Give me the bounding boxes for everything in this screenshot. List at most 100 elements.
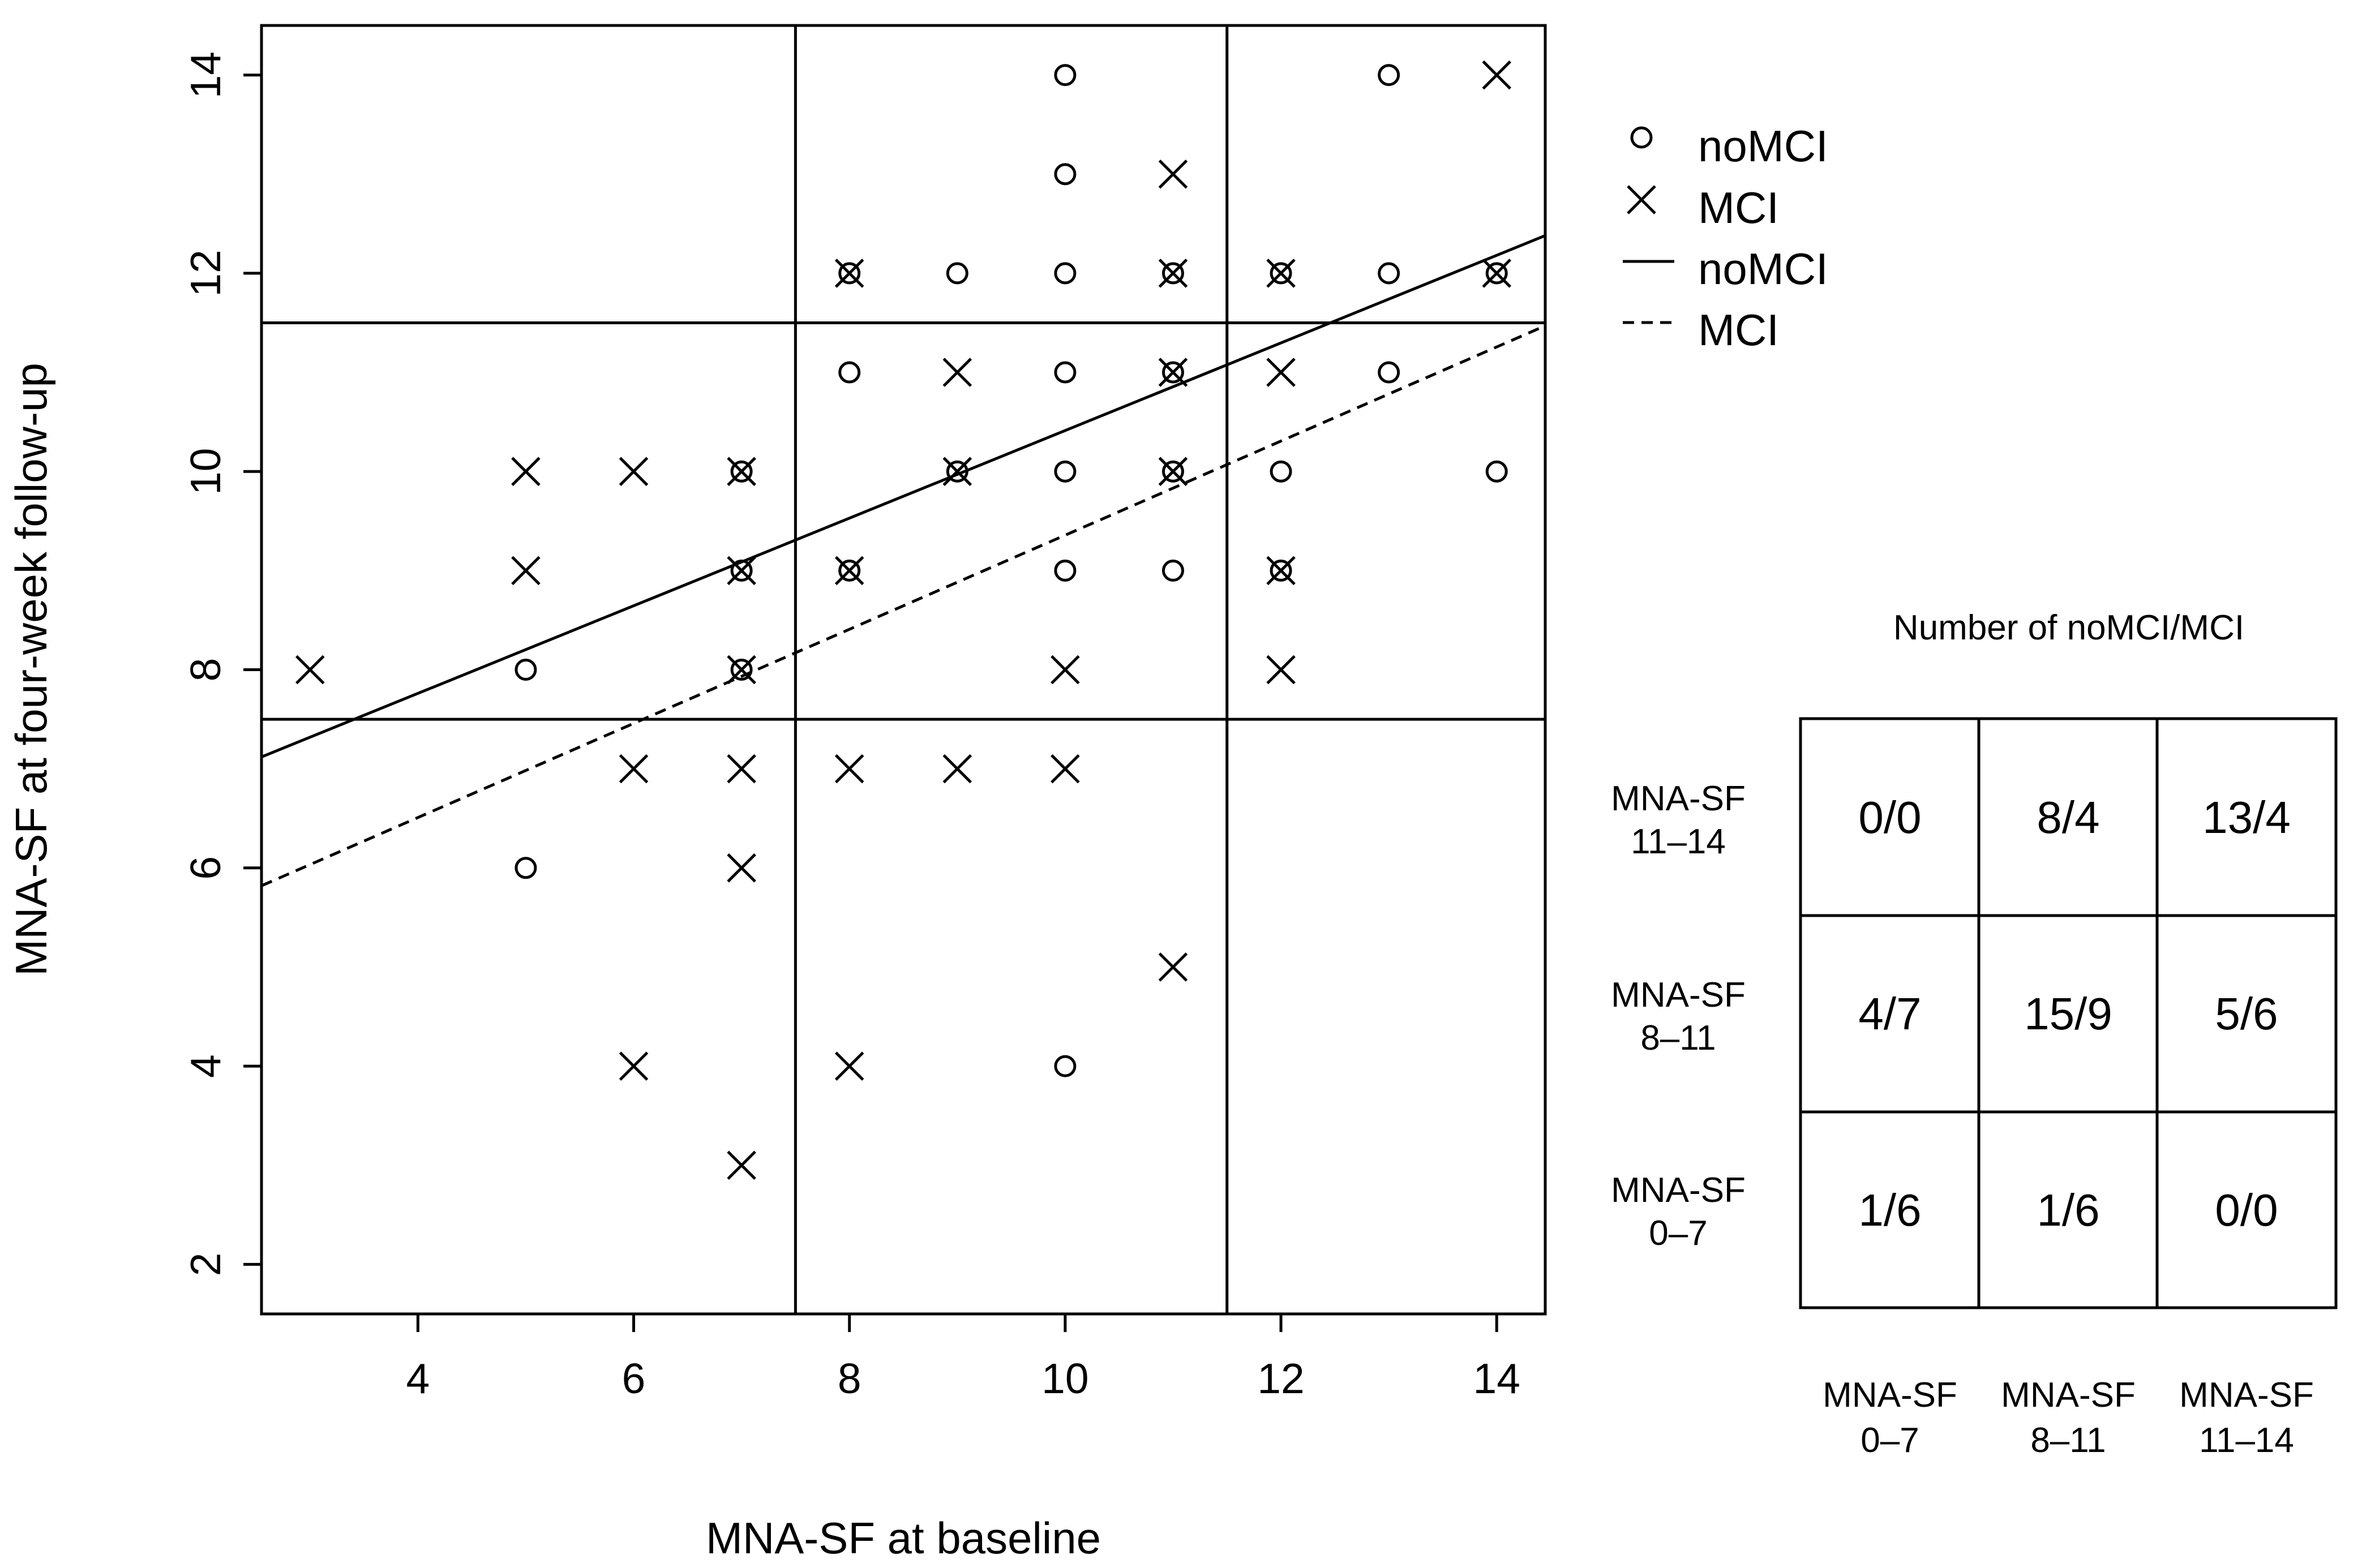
point-noMCI bbox=[1054, 1055, 1077, 1077]
point-MCI bbox=[727, 1150, 756, 1180]
point-MCI bbox=[834, 259, 864, 288]
row-label: 0–7 bbox=[1649, 1214, 1707, 1253]
row-label: 11–14 bbox=[1631, 822, 1726, 861]
point-noMCI bbox=[1161, 460, 1184, 483]
point-noMCI bbox=[1161, 262, 1184, 285]
x-tick-label: 6 bbox=[622, 1355, 646, 1402]
y-tick-label: 4 bbox=[182, 1054, 229, 1078]
y-axis: 2 4 6 8 10 12 14 bbox=[182, 51, 262, 1276]
point-noMCI bbox=[1054, 262, 1077, 285]
point-MCI bbox=[1158, 358, 1188, 387]
col-label: MNA-SF bbox=[2179, 1376, 2314, 1415]
legend-symbol-circle bbox=[1630, 126, 1653, 149]
y-tick-label: 10 bbox=[182, 448, 229, 495]
point-MCI bbox=[1158, 159, 1188, 189]
point-noMCI bbox=[838, 559, 861, 582]
y-axis-title: MNA-SF at four-week follow-up bbox=[6, 363, 56, 976]
point-noMCI bbox=[1161, 361, 1184, 384]
legend-label: noMCI bbox=[1698, 244, 1828, 294]
count-cell: 5/6 bbox=[2215, 989, 2278, 1039]
point-noMCI bbox=[1054, 163, 1077, 186]
point-noMCI bbox=[730, 559, 753, 582]
legend-symbol-cross bbox=[1627, 185, 1656, 214]
point-MCI bbox=[619, 1051, 649, 1081]
point-MCI bbox=[295, 655, 325, 685]
point-MCI bbox=[727, 556, 756, 586]
x-tick-label: 8 bbox=[838, 1355, 861, 1402]
point-MCI bbox=[727, 655, 756, 685]
point-MCI bbox=[511, 457, 541, 486]
col-label: 0–7 bbox=[1861, 1421, 1919, 1460]
row-label: 8–11 bbox=[1640, 1019, 1716, 1058]
point-MCI bbox=[1266, 655, 1296, 685]
count-cell: 15/9 bbox=[2024, 989, 2112, 1039]
point-noMCI bbox=[1270, 559, 1292, 582]
count-table: Number of noMCI/MCI MNA-SF 11–14 MNA-SF … bbox=[1611, 608, 2338, 1460]
legend: noMCI MCI noMCI MCI bbox=[1623, 121, 1828, 355]
count-table-title: Number of noMCI/MCI bbox=[1893, 608, 2244, 647]
point-noMCI bbox=[1378, 64, 1400, 87]
point-MCI bbox=[1266, 259, 1296, 288]
fit-lines bbox=[261, 234, 1546, 887]
legend-label: MCI bbox=[1698, 305, 1779, 355]
legend-label: MCI bbox=[1698, 183, 1779, 233]
fit-line-noMCI bbox=[261, 234, 1546, 758]
point-noMCI bbox=[1485, 262, 1508, 285]
point-noMCI bbox=[730, 659, 753, 681]
point-MCI bbox=[942, 358, 972, 387]
point-MCI bbox=[727, 853, 756, 883]
data-points bbox=[295, 60, 1512, 1180]
point-MCI bbox=[727, 754, 756, 784]
point-MCI bbox=[1266, 358, 1296, 387]
x-tick-label: 4 bbox=[406, 1355, 430, 1402]
point-MCI bbox=[619, 457, 649, 486]
point-noMCI bbox=[1270, 460, 1292, 483]
point-MCI bbox=[1051, 754, 1080, 784]
count-cell: 1/6 bbox=[1858, 1185, 1921, 1235]
count-cell: 1/6 bbox=[2037, 1185, 2099, 1235]
point-noMCI bbox=[838, 262, 861, 285]
row-label: MNA-SF bbox=[1611, 976, 1746, 1015]
y-tick-label: 8 bbox=[182, 658, 229, 682]
point-noMCI bbox=[838, 361, 861, 384]
cutoff-lines bbox=[262, 25, 1545, 1314]
count-table-frame bbox=[1799, 717, 2338, 1309]
y-tick-label: 12 bbox=[182, 250, 229, 297]
point-noMCI bbox=[515, 659, 537, 681]
x-tick-label: 14 bbox=[1473, 1355, 1520, 1402]
point-MCI bbox=[942, 754, 972, 784]
point-MCI bbox=[942, 457, 972, 486]
x-axis-title: MNA-SF at baseline bbox=[706, 1513, 1101, 1563]
point-MCI bbox=[834, 556, 864, 586]
point-noMCI bbox=[1161, 559, 1184, 582]
count-cell: 8/4 bbox=[2037, 792, 2099, 843]
point-MCI bbox=[1482, 60, 1512, 90]
x-tick-label: 10 bbox=[1041, 1355, 1088, 1402]
count-cell: 0/0 bbox=[1858, 792, 1921, 843]
row-label: MNA-SF bbox=[1611, 779, 1746, 818]
point-noMCI bbox=[1054, 361, 1077, 384]
point-noMCI bbox=[1054, 64, 1077, 87]
legend-label: noMCI bbox=[1698, 121, 1828, 171]
plot-frame bbox=[260, 24, 1547, 1316]
point-MCI bbox=[1158, 952, 1188, 982]
point-noMCI bbox=[1378, 262, 1400, 285]
x-tick-label: 12 bbox=[1257, 1355, 1304, 1402]
point-noMCI bbox=[946, 460, 968, 483]
point-noMCI bbox=[1270, 262, 1292, 285]
count-cell: 4/7 bbox=[1858, 989, 1921, 1039]
col-label: 8–11 bbox=[2030, 1421, 2106, 1460]
point-noMCI bbox=[946, 262, 968, 285]
x-axis: 4 6 8 10 12 14 bbox=[406, 1314, 1520, 1402]
point-noMCI bbox=[1054, 460, 1077, 483]
point-MCI bbox=[1158, 457, 1188, 486]
point-noMCI bbox=[515, 857, 537, 879]
point-noMCI bbox=[1378, 361, 1400, 384]
col-label: MNA-SF bbox=[2001, 1376, 2136, 1415]
fit-line-MCI bbox=[261, 324, 1546, 887]
point-MCI bbox=[619, 754, 649, 784]
point-noMCI bbox=[730, 460, 753, 483]
count-cell: 13/4 bbox=[2202, 792, 2291, 843]
y-tick-label: 2 bbox=[182, 1253, 229, 1277]
